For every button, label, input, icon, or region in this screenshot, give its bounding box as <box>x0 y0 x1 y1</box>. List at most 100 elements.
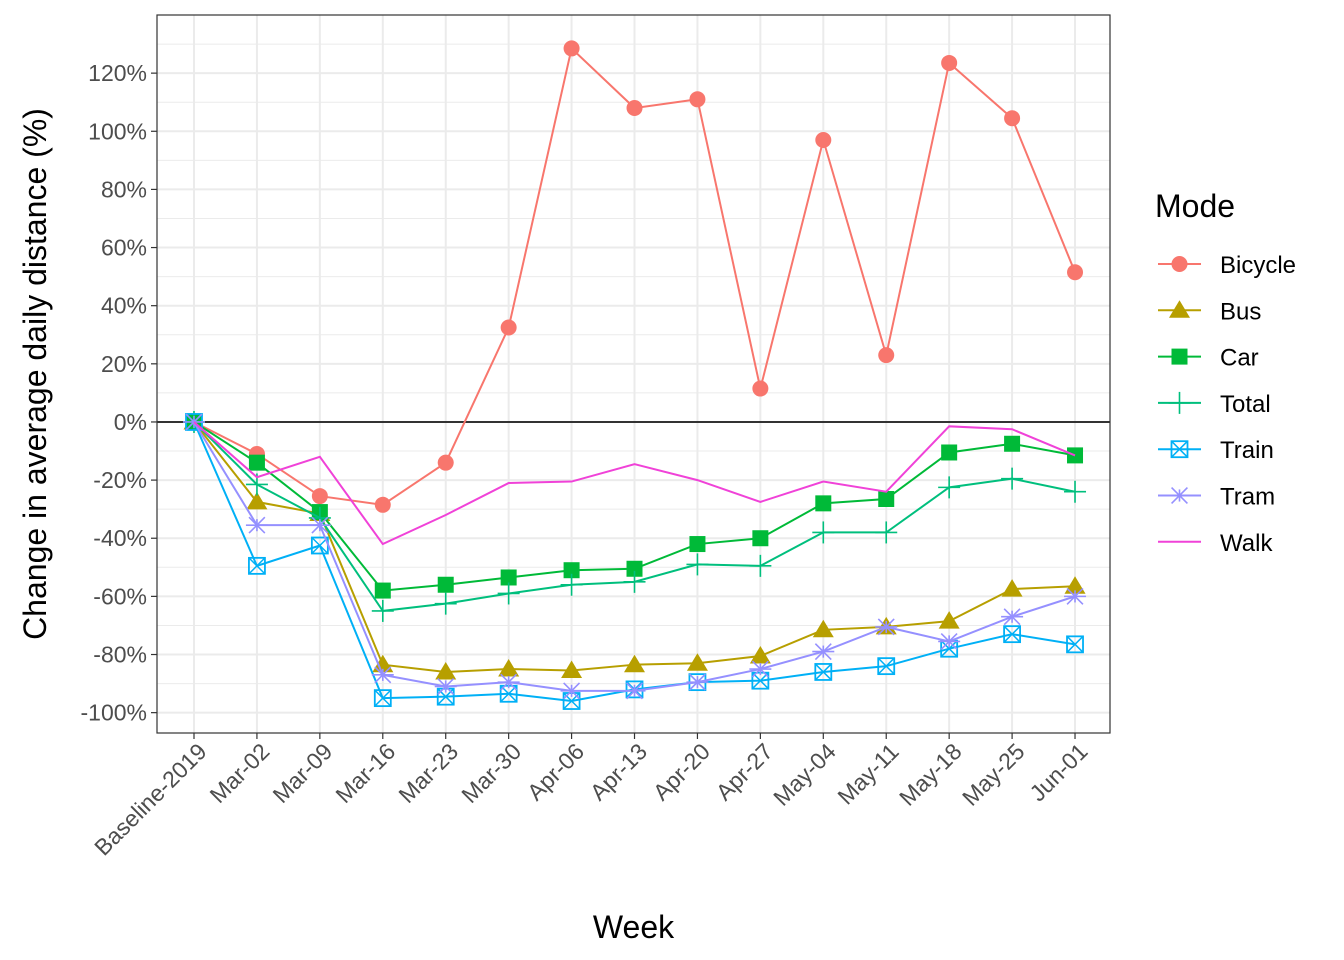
point-marker <box>878 347 895 364</box>
legend-label: Walk <box>1220 530 1273 557</box>
legend-label: Train <box>1220 437 1274 464</box>
point-marker <box>749 645 771 664</box>
point-marker <box>1004 110 1021 127</box>
point-marker <box>1170 440 1189 459</box>
x-tick-label: Mar-23 <box>393 738 463 808</box>
legend-item-walk: Walk <box>1158 530 1273 557</box>
point-marker <box>1066 635 1084 654</box>
point-marker <box>812 521 835 544</box>
point-marker <box>437 454 454 471</box>
x-tick-label: Apr-06 <box>522 738 589 805</box>
point-marker <box>498 659 520 677</box>
x-tick-label: Mar-09 <box>267 738 337 808</box>
point-marker <box>497 673 520 691</box>
point-marker <box>1001 467 1024 490</box>
x-axis-title: Week <box>593 909 675 945</box>
point-marker <box>1171 256 1188 272</box>
point-marker <box>246 491 268 510</box>
x-tick-label: Apr-27 <box>711 738 778 805</box>
point-marker <box>1169 300 1190 318</box>
point-marker <box>938 476 961 499</box>
x-axis-ticks: Baseline-2019Mar-02Mar-09Mar-16Mar-23Mar… <box>89 733 1093 861</box>
y-tick-label: 60% <box>101 235 147 261</box>
point-marker <box>752 380 769 397</box>
series-bicycle <box>186 40 1084 513</box>
y-tick-label: -20% <box>93 467 147 493</box>
legend-item-car: Car <box>1158 345 1259 372</box>
x-tick-label: May-18 <box>894 738 967 811</box>
point-marker <box>371 666 394 684</box>
y-tick-label: 120% <box>88 60 147 86</box>
point-marker <box>877 657 896 676</box>
legend-label: Total <box>1220 391 1271 418</box>
point-marker <box>248 556 266 575</box>
point-marker <box>626 100 643 117</box>
point-marker <box>497 582 520 605</box>
x-tick-label: Apr-13 <box>585 738 652 805</box>
series-layer <box>183 40 1087 710</box>
x-tick-label: Baseline-2019 <box>89 738 211 860</box>
legend-label: Car <box>1220 345 1259 372</box>
point-marker <box>374 496 391 513</box>
point-marker <box>812 643 835 661</box>
point-marker <box>500 569 517 586</box>
legend-label: Bicycle <box>1220 252 1296 279</box>
point-marker <box>624 654 646 673</box>
point-marker <box>1168 391 1191 414</box>
point-marker <box>752 530 769 547</box>
legend-item-bus: Bus <box>1158 298 1261 325</box>
legend-title: Mode <box>1155 188 1235 224</box>
point-marker <box>500 319 517 336</box>
series-walk <box>193 421 1076 546</box>
x-tick-label: Jun-01 <box>1024 738 1092 806</box>
point-marker <box>373 689 392 708</box>
point-marker <box>623 682 646 700</box>
legend-label: Bus <box>1220 298 1261 325</box>
point-marker <box>623 570 646 593</box>
point-marker <box>689 536 706 553</box>
y-tick-label: 20% <box>101 351 147 377</box>
panel-border <box>156 14 1111 734</box>
y-tick-label: -60% <box>93 583 147 609</box>
point-marker <box>1067 264 1084 281</box>
point-marker <box>875 521 898 544</box>
x-tick-label: May-11 <box>832 738 903 809</box>
x-tick-label: Apr-20 <box>648 738 715 805</box>
point-marker <box>560 573 583 596</box>
point-marker <box>1001 608 1024 626</box>
point-marker <box>689 91 706 108</box>
point-marker <box>434 678 457 695</box>
y-tick-label: 40% <box>101 293 147 319</box>
point-marker <box>563 40 580 57</box>
y-tick-label: -100% <box>81 700 147 726</box>
point-marker <box>686 653 708 671</box>
point-marker <box>248 454 265 471</box>
x-tick-label: May-25 <box>957 738 1030 811</box>
point-marker <box>815 495 832 512</box>
y-axis-ticks: -100% -80% -60% -40% -20% 0% 20% 40% 60% 80% 100% 1… <box>81 60 157 726</box>
point-marker <box>561 660 583 679</box>
point-marker <box>311 488 328 505</box>
point-marker <box>941 54 958 71</box>
point-marker <box>308 516 331 534</box>
point-marker <box>1171 348 1188 365</box>
series-tram <box>183 413 1087 700</box>
point-marker <box>245 516 268 534</box>
point-marker <box>437 576 454 593</box>
x-tick-label: May-04 <box>768 738 841 811</box>
legend-item-train: Train <box>1158 437 1274 464</box>
point-marker <box>1064 576 1086 594</box>
point-marker <box>435 661 457 680</box>
series-car <box>186 413 1084 599</box>
legend-item-bicycle: Bicycle <box>1158 252 1296 279</box>
point-marker <box>626 560 643 577</box>
point-marker <box>1004 435 1021 452</box>
series-line-walk <box>193 421 1076 546</box>
point-marker <box>1064 480 1087 503</box>
grid-lines <box>157 15 1110 733</box>
point-marker <box>878 490 895 507</box>
point-marker <box>686 673 709 691</box>
point-marker <box>686 553 709 576</box>
point-marker <box>938 611 960 629</box>
